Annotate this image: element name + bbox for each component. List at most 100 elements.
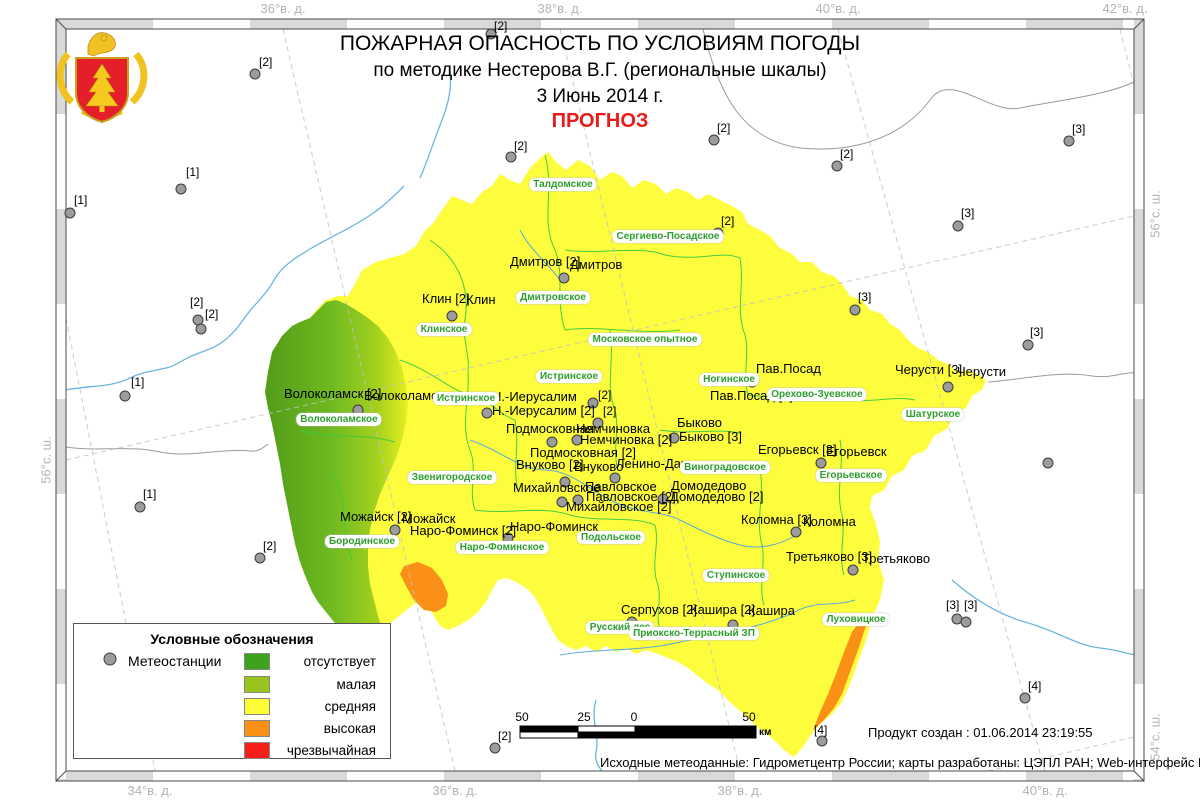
station-count-label: [2] xyxy=(721,214,735,228)
district-label: Приокско-Террасный ЗП xyxy=(629,627,759,640)
city-label: Домодедово [2] xyxy=(670,489,764,504)
district-label: Звенигородское xyxy=(407,471,497,484)
station-count-label: [1] xyxy=(186,165,200,179)
city-label: Павловское xyxy=(585,479,657,494)
district-label: Дмитровское xyxy=(516,291,590,304)
legend-row: высокая xyxy=(244,720,380,737)
city-label: Серпухов [2] xyxy=(621,602,697,617)
city-label: Н.-Иерусалим [2] xyxy=(492,403,595,418)
region-low-danger xyxy=(265,300,408,638)
map-title: ПОЖАРНАЯ ОПАСНОСТЬ ПО УСЛОВИЯМ ПОГОДЫ xyxy=(339,32,861,55)
legend-row: чрезвычайная xyxy=(244,742,380,759)
coord-bottom-38: 38°в. д. xyxy=(717,783,763,798)
scale-label: 50 xyxy=(742,710,756,724)
district-label: Подольское xyxy=(577,531,645,544)
city-label: Волоколамск [2] xyxy=(284,386,382,401)
city-label: Н.-Иерусалим xyxy=(492,389,577,404)
regions-high-danger xyxy=(400,562,866,730)
scale-label: 25 xyxy=(577,710,591,724)
map-date: 3 Июнь 2014 г. xyxy=(536,86,664,107)
station-count-label: [2] xyxy=(717,121,731,135)
station-count-label: [2] xyxy=(514,139,528,153)
data-sources-text: Исходные метеоданные: Гидрометцентр Росс… xyxy=(600,755,1200,770)
color-swatch-high xyxy=(244,720,270,737)
station-count-label: [2] xyxy=(494,19,508,33)
city-label: Можайск [2] xyxy=(340,509,412,524)
map-subtitle: по методике Нестерова В.Г. (региональные… xyxy=(373,60,827,81)
coord-bottom-40: 40°в. д. xyxy=(1022,783,1068,798)
city-label: Внуково [2] xyxy=(516,457,584,472)
coord-top-42: 42°в. д. xyxy=(1102,1,1148,16)
coord-right-54: 54°с. ш. xyxy=(1147,713,1163,761)
coord-top-38: 38°в. д. xyxy=(537,1,583,16)
station-count-label: [2] xyxy=(840,147,854,161)
graticule-lines xyxy=(65,28,1135,772)
district-label: Егорьевское xyxy=(815,469,887,482)
station-count-label: [3] xyxy=(858,290,872,304)
legend-class-label: высокая xyxy=(323,721,376,736)
legend-row: малая xyxy=(244,676,380,693)
color-swatch-extreme xyxy=(244,742,270,759)
district-label: Орехово-Зуевское xyxy=(767,388,867,401)
station-count-label: [3] xyxy=(1030,325,1044,339)
city-label: Дмитров xyxy=(570,257,623,272)
coord-right-56: 56°с. ш. xyxy=(1147,190,1163,238)
city-label: Подмосковная xyxy=(506,421,594,436)
legend-title: Условные обозначения xyxy=(150,631,314,647)
city-label: Подмосковная [2] xyxy=(530,445,637,460)
city-label: Третьяково [3] xyxy=(786,549,873,564)
legend-row: отсутствует xyxy=(244,653,380,670)
legend-class-label: средняя xyxy=(324,699,376,714)
station-count-label: [3] xyxy=(1072,122,1086,136)
scale-unit-label: км xyxy=(759,727,772,738)
coord-bottom-36: 36°в. д. xyxy=(432,783,478,798)
city-label: Наро-Фоминск xyxy=(510,519,599,534)
station-count-label: [2] xyxy=(498,729,512,743)
product-created-text: Продукт создан : 01.06.2014 23:19:55 xyxy=(868,725,1093,740)
city-label: Егорьевск [3] xyxy=(758,442,837,457)
station-count-label: [1] xyxy=(131,375,145,389)
color-swatch-none xyxy=(244,653,270,670)
scale-label: 0 xyxy=(630,710,638,724)
station-count-label: [1] xyxy=(143,487,157,501)
city-label: Немчиновка [2] xyxy=(580,432,673,447)
city-label: Клин [2] xyxy=(422,291,470,306)
legend-class-label: малая xyxy=(336,677,377,692)
district-label: Наро-Фоминское xyxy=(455,541,549,554)
station-count-label: [3] xyxy=(964,598,978,612)
district-label: Истринское xyxy=(535,370,603,383)
city-label: Михайловское [2] xyxy=(566,499,672,514)
rivers-outside xyxy=(65,71,1139,772)
station-count-label: [2] xyxy=(205,307,219,321)
district-label: Талдомское xyxy=(529,178,597,191)
city-label: Черусти [3] xyxy=(895,362,963,377)
city-label: Внуково xyxy=(574,459,624,474)
city-label: Кашира [2] xyxy=(690,602,756,617)
city-label: Домодедово xyxy=(671,478,747,493)
district-label: Виноградовское xyxy=(680,461,770,474)
station-count-label: [2] xyxy=(598,388,612,402)
district-label: Волоколамское xyxy=(296,413,382,426)
coord-top-36: 36°в. д. xyxy=(260,1,306,16)
station-count-label: [3] xyxy=(961,206,975,220)
district-label: Луховицкое xyxy=(822,613,890,626)
district-label: Московское опытное xyxy=(588,333,702,346)
scale-label: 50 xyxy=(515,710,529,724)
city-label: Кашира xyxy=(748,603,795,618)
coord-left-56: 56°с. ш. xyxy=(38,436,54,484)
station-count-label: [2] xyxy=(263,539,277,553)
district-label: Ногинское xyxy=(699,373,759,386)
station-count-label: [4] xyxy=(1028,679,1042,693)
city-label: Волоколамск xyxy=(364,388,444,403)
coord-bottom-34: 34°в. д. xyxy=(127,783,173,798)
legend-class-label: отсутствует xyxy=(303,654,376,669)
city-label: Немчиновка xyxy=(576,421,651,436)
city-label: Пав.Посад xyxy=(756,361,821,376)
color-swatch-low xyxy=(244,676,270,693)
city-label: Быково [3] xyxy=(679,429,742,444)
district-label: Клинское xyxy=(416,323,472,336)
city-label: Можайск xyxy=(402,511,456,526)
station-count-label: [4] xyxy=(814,723,828,737)
neighbor-boundaries xyxy=(65,28,1139,455)
